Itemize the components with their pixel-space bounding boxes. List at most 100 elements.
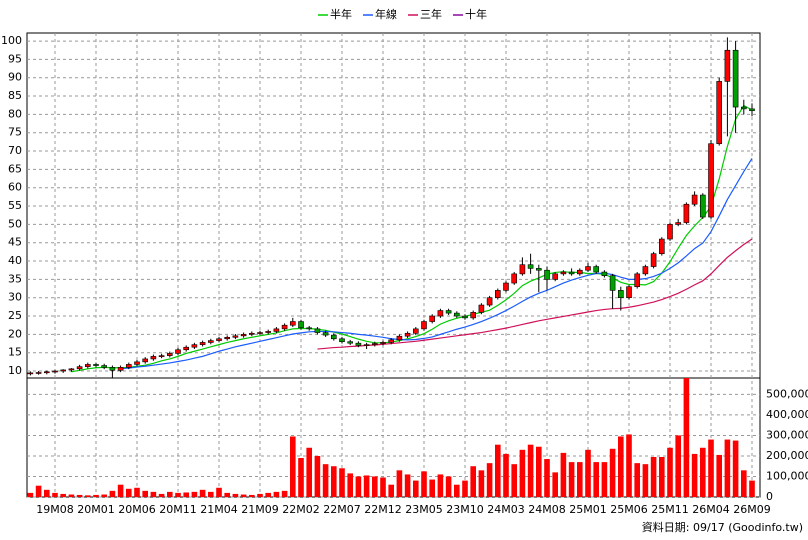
volume-bar — [421, 471, 427, 497]
candle-body — [76, 366, 83, 370]
y-tick-label: 65 — [8, 162, 22, 175]
candle-body — [453, 312, 460, 317]
volume-bar — [44, 489, 50, 497]
candle-body — [617, 290, 624, 299]
volume-bar — [437, 474, 444, 497]
candle-body — [240, 334, 247, 337]
candle-body — [568, 271, 575, 275]
candle-body — [634, 273, 641, 288]
volume-bar — [568, 462, 575, 497]
volume-bar — [396, 470, 403, 497]
candle-body — [429, 315, 436, 322]
volume-bar — [93, 494, 99, 497]
legend-label: 年線 — [375, 7, 397, 21]
volume-bar — [265, 492, 271, 497]
candle-body — [167, 353, 173, 356]
candle-body — [142, 358, 148, 363]
y2-tick-label: 100,000 — [766, 469, 808, 482]
candle-body — [601, 271, 608, 277]
candle-body — [273, 328, 280, 332]
x-tick-label: 20M01 — [77, 503, 115, 516]
volume-bar — [626, 434, 632, 497]
volume-bar — [577, 462, 583, 497]
candle-body — [109, 367, 116, 371]
y-tick-label: 80 — [8, 107, 22, 120]
volume-bar — [380, 477, 386, 497]
candle-body — [43, 371, 50, 374]
candle-body — [691, 194, 698, 205]
candle-body — [519, 264, 526, 275]
volume-bar — [331, 466, 337, 497]
candle-body — [404, 332, 411, 337]
candle-body — [552, 273, 559, 280]
candle-body — [134, 361, 140, 365]
price-panel — [26, 32, 761, 379]
volume-bar — [683, 378, 690, 497]
x-tick-label: 20M06 — [118, 503, 156, 516]
volume-bar — [27, 492, 34, 497]
candle-body — [158, 355, 165, 357]
y2-tick-label: 400,000 — [766, 408, 808, 421]
x-tick-label: 25M11 — [651, 503, 689, 516]
x-tick-label: 26M09 — [733, 503, 771, 516]
candle-body — [249, 332, 255, 335]
volume-bar — [544, 459, 550, 497]
candle-body — [658, 238, 665, 255]
x-tick-label: 22M12 — [364, 503, 402, 516]
volume-bar — [601, 462, 608, 497]
candle-body — [626, 286, 632, 299]
volume-bar — [134, 487, 140, 497]
volume-bar — [724, 439, 731, 497]
candle-body — [371, 343, 378, 345]
volume-bar — [445, 476, 452, 497]
y-tick-label: 20 — [8, 327, 22, 340]
volume-bar — [199, 489, 206, 497]
volume-bar — [216, 487, 222, 497]
volume-bar — [470, 466, 476, 497]
volume-bar — [642, 464, 649, 497]
volume-bar — [167, 491, 173, 497]
volume-bar — [511, 464, 517, 497]
volume-bar — [404, 474, 411, 497]
volume-bar — [126, 488, 132, 497]
volume-bar — [593, 462, 599, 497]
y2-tick-label: 300,000 — [766, 428, 808, 441]
candle-body — [511, 273, 518, 284]
candle-body — [101, 365, 107, 368]
volume-bar — [675, 435, 681, 497]
volume-bar — [109, 490, 116, 497]
y-tick-label: 40 — [8, 254, 22, 267]
volume-bar — [478, 470, 485, 497]
y-tick-label: 50 — [8, 217, 22, 230]
candle-body — [699, 194, 706, 218]
candle-body — [421, 321, 427, 330]
y-tick-label: 25 — [8, 309, 22, 322]
y-tick-label: 15 — [8, 346, 22, 359]
candle-body — [740, 106, 747, 110]
x-tick-label: 23M05 — [405, 503, 443, 516]
candle-body — [708, 143, 714, 218]
volume-bar — [388, 484, 394, 497]
candle-body — [585, 266, 591, 271]
candle-body — [68, 368, 75, 371]
volume-bar — [158, 493, 165, 497]
volume-bar — [503, 453, 509, 497]
candle-body — [289, 321, 296, 326]
volume-bar — [183, 492, 189, 497]
candle-body — [609, 275, 616, 291]
candle-body — [486, 297, 493, 306]
volume-bar — [76, 494, 83, 497]
candle-body — [150, 356, 157, 360]
candle-body — [257, 332, 263, 334]
x-tick-label: 24M03 — [487, 503, 525, 516]
x-tick-label: 26M04 — [692, 503, 730, 516]
y-tick-label: 95 — [8, 52, 22, 65]
volume-bar — [527, 444, 534, 497]
volume-bar — [618, 436, 624, 497]
y-tick-label: 30 — [8, 291, 22, 304]
volume-bar — [249, 494, 255, 497]
volume-bar — [314, 455, 321, 497]
y-tick-label: 85 — [8, 89, 22, 102]
volume-bar — [355, 476, 362, 497]
